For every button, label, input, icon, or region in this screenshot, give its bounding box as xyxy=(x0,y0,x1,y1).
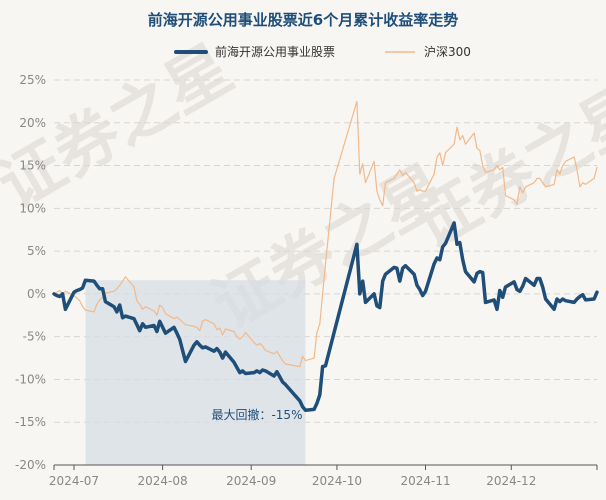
x-tick-label: 2024-11 xyxy=(400,474,450,488)
x-tick-label: 2024-10 xyxy=(312,474,362,488)
legend-label-index: 沪深300 xyxy=(424,45,471,59)
y-tick-label: -20% xyxy=(15,458,46,472)
series-line-fund xyxy=(52,221,599,412)
chart-title: 前海开源公用事业股票近6个月累计收益率走势 xyxy=(148,11,458,29)
x-tick-label: 2024-09 xyxy=(226,474,276,488)
y-tick-label: -5% xyxy=(23,330,46,344)
y-tick-label: -10% xyxy=(15,372,46,386)
series xyxy=(52,100,599,412)
y-tick-label: 5% xyxy=(27,244,46,258)
y-tick-label: -15% xyxy=(15,415,46,429)
y-tick-label: 0% xyxy=(27,287,46,301)
axes: -20% -15% -10% -5% 0% 5% 10% 15% 20% 25% 2024-07 20… xyxy=(15,73,598,488)
legend: 前海开源公用事业股票 沪深300 xyxy=(174,44,471,59)
y-tick-label: 20% xyxy=(19,116,46,130)
x-tick-label: 2024-08 xyxy=(138,474,188,488)
y-tick-label: 10% xyxy=(19,201,46,215)
drawdown-label: 最大回撤：-15% xyxy=(211,407,302,422)
series-line-index xyxy=(53,100,598,368)
x-tick-label: 2024-12 xyxy=(486,474,536,488)
annotations: 最大回撤：-15% xyxy=(211,407,302,422)
x-tick-label: 2024-07 xyxy=(49,474,99,488)
y-tick-label: 25% xyxy=(19,73,46,87)
y-tick-label: 15% xyxy=(19,159,46,173)
legend-label-fund: 前海开源公用事业股票 xyxy=(215,44,335,59)
